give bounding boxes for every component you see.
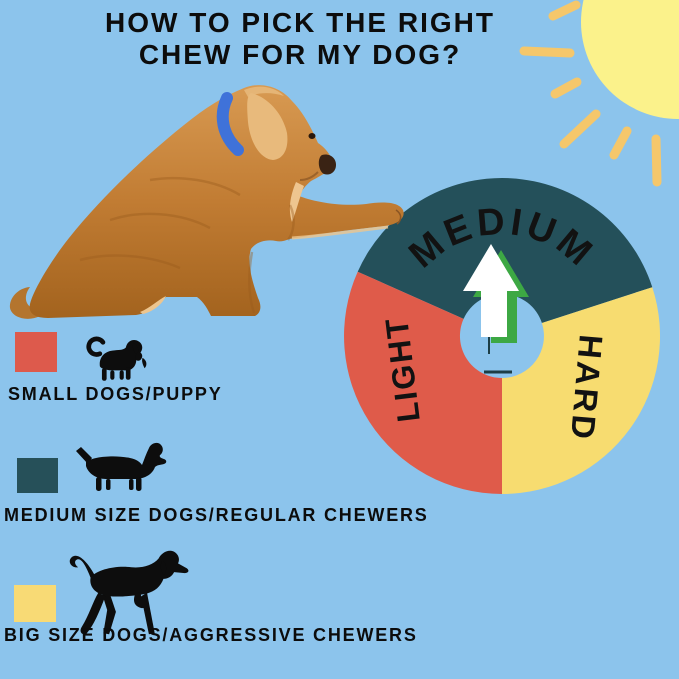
arrow-body [463,244,519,337]
legend-label-big-dogs: BIG SIZE DOGS/AGGRESSIVE CHEWERS [4,625,418,645]
legend-label-medium-dogs: MEDIUM SIZE DOGS/REGULAR CHEWERS [4,505,429,525]
legend-swatch-big-dogs [14,585,56,622]
wheel-segment-medium [357,177,653,323]
title-line-2: CHEW FOR MY DOG? [138,38,462,70]
dog-eye [308,133,316,139]
page-title: HOW TO PICK THE RIGHT CHEW FOR MY DOG? [0,7,600,71]
sun-rays [519,0,662,187]
dog-paw-toes [395,209,402,225]
dog-collar [216,92,244,156]
dog-ear [247,93,288,160]
wheel-segment-hard [502,287,661,494]
dog-tail [9,287,46,319]
dog-nose [318,154,336,175]
sun-icon [519,0,679,187]
arrow-up-icon [463,244,529,374]
wheel-segment-light [344,271,502,494]
dog-mouth-line [299,171,319,181]
legend-label-small-dogs: SMALL DOGS/PUPPY [8,384,223,404]
dog-leg-fringe [291,225,389,240]
dog-photo [9,85,404,319]
dachshund-icon [76,442,167,491]
chew-hardness-wheel: MEDIUM LIGHT HARD [344,177,661,494]
legend-swatch-small-dogs [15,332,57,372]
dog-chin-tuft [289,182,304,222]
dog-body [29,85,404,319]
legend-swatch-medium-dogs [17,458,58,493]
big-dog-icon [69,550,189,635]
title-line-1: HOW TO PICK THE RIGHT [105,7,495,38]
sun-disc [581,0,679,119]
dog-belly-fringe [140,296,166,314]
dog-fur-lines [79,176,295,314]
puppy-icon [86,336,147,381]
